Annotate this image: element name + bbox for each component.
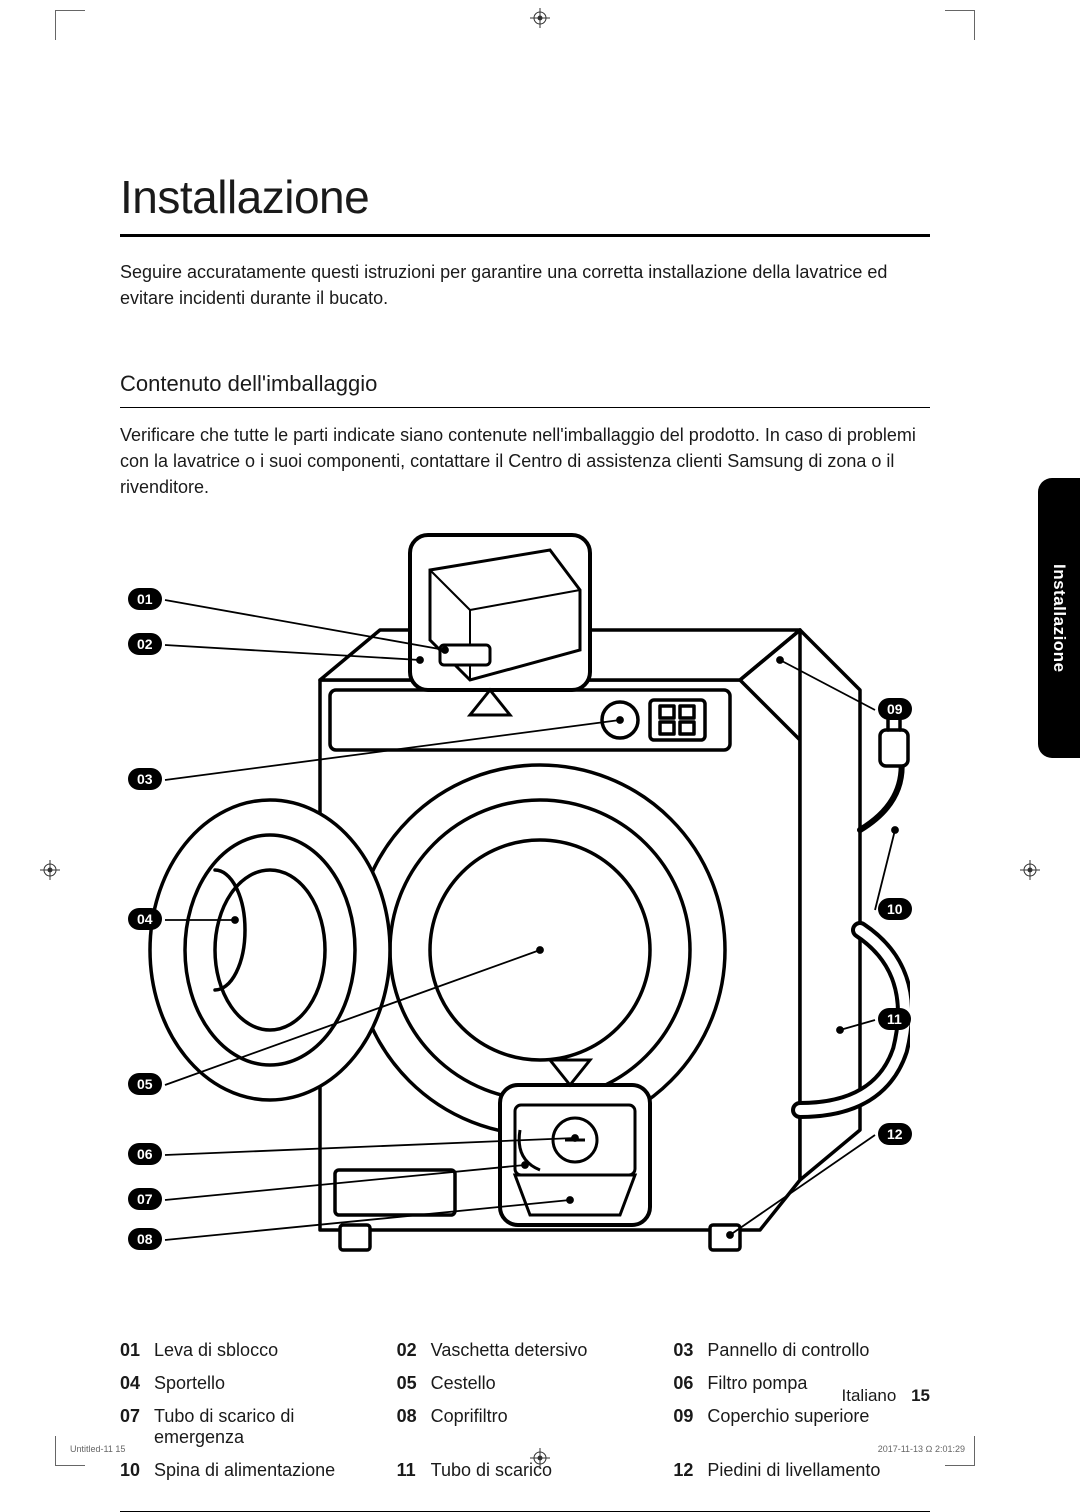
legend-text: Tubo di scarico	[431, 1460, 552, 1481]
registration-mark-icon	[1020, 860, 1040, 880]
legend-item: 02 Vaschetta detersivo	[397, 1340, 654, 1361]
legend-text: Coprifiltro	[431, 1406, 508, 1427]
legend-text: Leva di sblocco	[154, 1340, 278, 1361]
section-heading: Contenuto dell'imballaggio	[120, 371, 930, 408]
crop-mark	[55, 10, 85, 40]
callout-badge: 09	[878, 698, 912, 720]
legend-item: 11 Tubo di scarico	[397, 1460, 654, 1481]
footer-page-number: 15	[911, 1386, 930, 1405]
section-intro: Verificare che tutte le parti indicate s…	[120, 422, 930, 500]
print-meta-left: Untitled-11 15	[70, 1444, 125, 1454]
print-meta-right: 2017-11-13 Ω 2:01:29	[878, 1444, 965, 1454]
callout-badge: 01	[128, 588, 162, 610]
washer-illustration	[120, 530, 910, 1300]
page-title: Installazione	[120, 170, 930, 237]
parts-legend: 01Leva di sblocco 02Vaschetta detersivo …	[120, 1340, 930, 1512]
legend-item: 10 Spina di alimentazione	[120, 1460, 377, 1481]
registration-mark-icon	[40, 860, 60, 880]
footer-lang: Italiano	[842, 1386, 897, 1405]
legend-item: 07 Tubo di scarico di emergenza	[120, 1406, 377, 1448]
legend-item: 01 Leva di sblocco	[120, 1340, 377, 1361]
callout-badge: 03	[128, 768, 162, 790]
legend-text: Spina di alimentazione	[154, 1460, 335, 1481]
content-area: Installazione Seguire accuratamente ques…	[120, 170, 930, 1396]
product-diagram: 01 02 03 04 05 06 07 08 09 10 11 12	[120, 530, 910, 1300]
intro-text: Seguire accuratamente questi istruzioni …	[120, 259, 930, 311]
legend-item: 12 Piedini di livellamento	[673, 1460, 930, 1481]
callout-badge: 11	[878, 1008, 911, 1030]
legend-item: 03 Pannello di controllo	[673, 1340, 930, 1361]
callout-badge: 10	[878, 898, 912, 920]
legend-item: 09 Coperchio superiore	[673, 1406, 930, 1448]
legend-num: 10	[120, 1460, 146, 1481]
legend-text: Coperchio superiore	[707, 1406, 869, 1427]
legend-num: 09	[673, 1406, 699, 1427]
callout-badge: 12	[878, 1123, 912, 1145]
callout-badge: 06	[128, 1143, 162, 1165]
legend-text: Pannello di controllo	[707, 1340, 869, 1361]
legend-text: Piedini di livellamento	[707, 1460, 880, 1481]
legend-num: 07	[120, 1406, 146, 1427]
section-tab: Installazione	[1038, 478, 1080, 758]
section-tab-label: Installazione	[1049, 564, 1069, 673]
crop-mark	[945, 10, 975, 40]
callout-badge: 02	[128, 633, 162, 655]
page-footer: Italiano 15	[120, 1386, 930, 1406]
callout-badge: 05	[128, 1073, 162, 1095]
legend-item: 08 Coprifiltro	[397, 1406, 654, 1448]
registration-mark-icon	[530, 8, 550, 28]
legend-num: 02	[397, 1340, 423, 1361]
manual-page: Installazione Installazione Seguire accu…	[0, 0, 1080, 1476]
callout-badge: 04	[128, 908, 162, 930]
legend-num: 12	[673, 1460, 699, 1481]
callout-badge: 07	[128, 1188, 162, 1210]
legend-num: 03	[673, 1340, 699, 1361]
legend-num: 08	[397, 1406, 423, 1427]
legend-num: 11	[397, 1460, 423, 1481]
legend-text: Tubo di scarico di emergenza	[154, 1406, 377, 1448]
legend-num: 01	[120, 1340, 146, 1361]
callout-badge: 08	[128, 1228, 162, 1250]
legend-text: Vaschetta detersivo	[431, 1340, 588, 1361]
